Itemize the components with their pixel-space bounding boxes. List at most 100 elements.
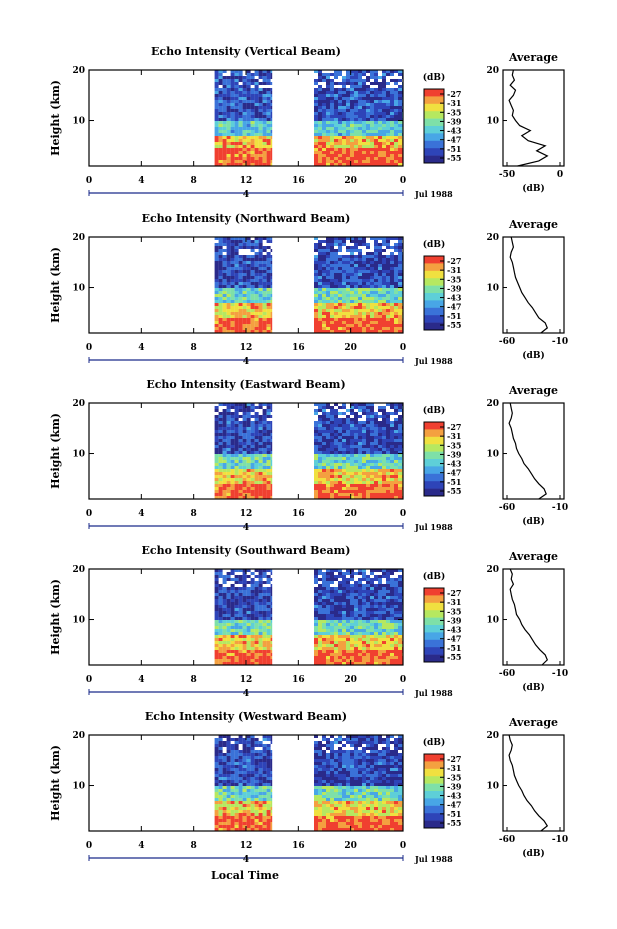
heatmap-cell: [334, 632, 338, 635]
heatmap-cell: [354, 460, 358, 463]
heatmap-cell: [342, 469, 346, 472]
panel-title: Echo Intensity (Vertical Beam): [151, 45, 341, 58]
heatmap-cell: [342, 157, 346, 160]
x-tick-label: 12: [240, 343, 253, 353]
heatmap-cell: [382, 273, 386, 276]
heatmap-cell: [266, 656, 271, 659]
heatmap-cell: [334, 469, 338, 472]
heatmap-cell: [226, 421, 231, 424]
heatmap-cell: [262, 70, 267, 73]
heatmap-cell: [354, 312, 358, 315]
heatmap-cell: [258, 270, 263, 273]
heatmap-cell: [234, 611, 239, 614]
heatmap-cell: [226, 415, 231, 418]
heatmap-cell: [262, 575, 267, 578]
heatmap-cell: [242, 403, 247, 406]
heatmap-cell: [262, 324, 267, 327]
heatmap-cell: [386, 623, 390, 626]
heatmap-cell: [342, 481, 346, 484]
heatmap-cell: [354, 246, 358, 249]
heatmap-cell: [246, 490, 251, 493]
heatmap-cell: [398, 130, 402, 133]
heatmap-cell: [218, 109, 223, 112]
heatmap-cell: [234, 327, 239, 330]
heatmap-cell: [258, 163, 263, 166]
heatmap-cell: [398, 88, 402, 91]
heatmap-cell: [318, 436, 322, 439]
heatmap-cell: [222, 148, 227, 151]
heatmap-cell: [322, 454, 326, 457]
heatmap-cell: [382, 605, 386, 608]
heatmap-cell: [378, 115, 382, 118]
heatmap-cell: [322, 76, 326, 79]
heatmap-cell: [334, 605, 338, 608]
heatmap-cell: [270, 100, 273, 103]
heatmap-cell: [250, 593, 255, 596]
heatmap-cell: [262, 163, 267, 166]
heatmap-cell: [342, 454, 346, 457]
heatmap-cell: [378, 285, 382, 288]
heatmap-cell: [390, 312, 394, 315]
heatmap-cell: [338, 617, 342, 620]
heatmap-cell: [214, 136, 219, 139]
heatmap-cell: [346, 315, 350, 318]
heatmap-cell: [270, 481, 273, 484]
heatmap-cell: [214, 451, 219, 454]
heatmap-cell: [218, 626, 223, 629]
heatmap-cell: [330, 475, 334, 478]
heatmap-cell: [398, 641, 402, 644]
heatmap-cell: [226, 145, 231, 148]
heatmap-cell: [374, 593, 378, 596]
heatmap-cell: [226, 297, 231, 300]
heatmap-cell: [398, 590, 402, 593]
heatmap-cell: [330, 109, 334, 112]
heatmap-cell: [350, 276, 354, 279]
heatmap-cell: [366, 463, 370, 466]
heatmap-cell: [266, 303, 271, 306]
heatmap-cell: [262, 103, 267, 106]
heatmap-cell: [334, 490, 338, 493]
heatmap-cell: [362, 590, 366, 593]
heatmap-cell: [218, 421, 223, 424]
heatmap-cell: [346, 255, 350, 258]
heatmap-cell: [374, 312, 378, 315]
heatmap-cell: [334, 403, 338, 406]
heatmap-cell: [258, 151, 263, 154]
heatmap-cell: [354, 285, 358, 288]
heatmap-cell: [346, 430, 350, 433]
heatmap-cell: [394, 659, 398, 662]
heatmap-cell: [330, 433, 334, 436]
heatmap-cell: [362, 321, 366, 324]
heatmap-cell: [242, 596, 247, 599]
heatmap-cell: [246, 315, 251, 318]
heatmap-cell: [266, 481, 271, 484]
heatmap-cell: [314, 403, 318, 406]
heatmap-cell: [254, 463, 259, 466]
heatmap-cell: [398, 157, 402, 160]
heatmap-cell: [270, 258, 273, 261]
heatmap-cell: [258, 463, 263, 466]
heatmap-cell: [326, 653, 330, 656]
colorbar-swatch: [424, 96, 444, 105]
heatmap-cell: [382, 656, 386, 659]
heatmap-cell: [350, 430, 354, 433]
heatmap-cell: [350, 599, 354, 602]
heatmap-cell: [314, 258, 318, 261]
heatmap-cell: [362, 288, 366, 291]
heatmap-cell: [378, 300, 382, 303]
heatmap-cell: [342, 154, 346, 157]
heatmap-cell: [270, 469, 273, 472]
heatmap-cell: [214, 79, 219, 82]
heatmap-cell: [346, 279, 350, 282]
heatmap-cell: [374, 647, 378, 650]
heatmap-cell: [322, 300, 326, 303]
heatmap-cell: [326, 103, 330, 106]
heatmap-cell: [214, 581, 219, 584]
heatmap-cell: [330, 608, 334, 611]
heatmap-cell: [250, 744, 255, 747]
heatmap-cell: [230, 496, 235, 499]
heatmap-cell: [374, 490, 378, 493]
heatmap-cell: [350, 312, 354, 315]
heatmap-cell: [214, 130, 219, 133]
heatmap-cell: [334, 330, 338, 333]
